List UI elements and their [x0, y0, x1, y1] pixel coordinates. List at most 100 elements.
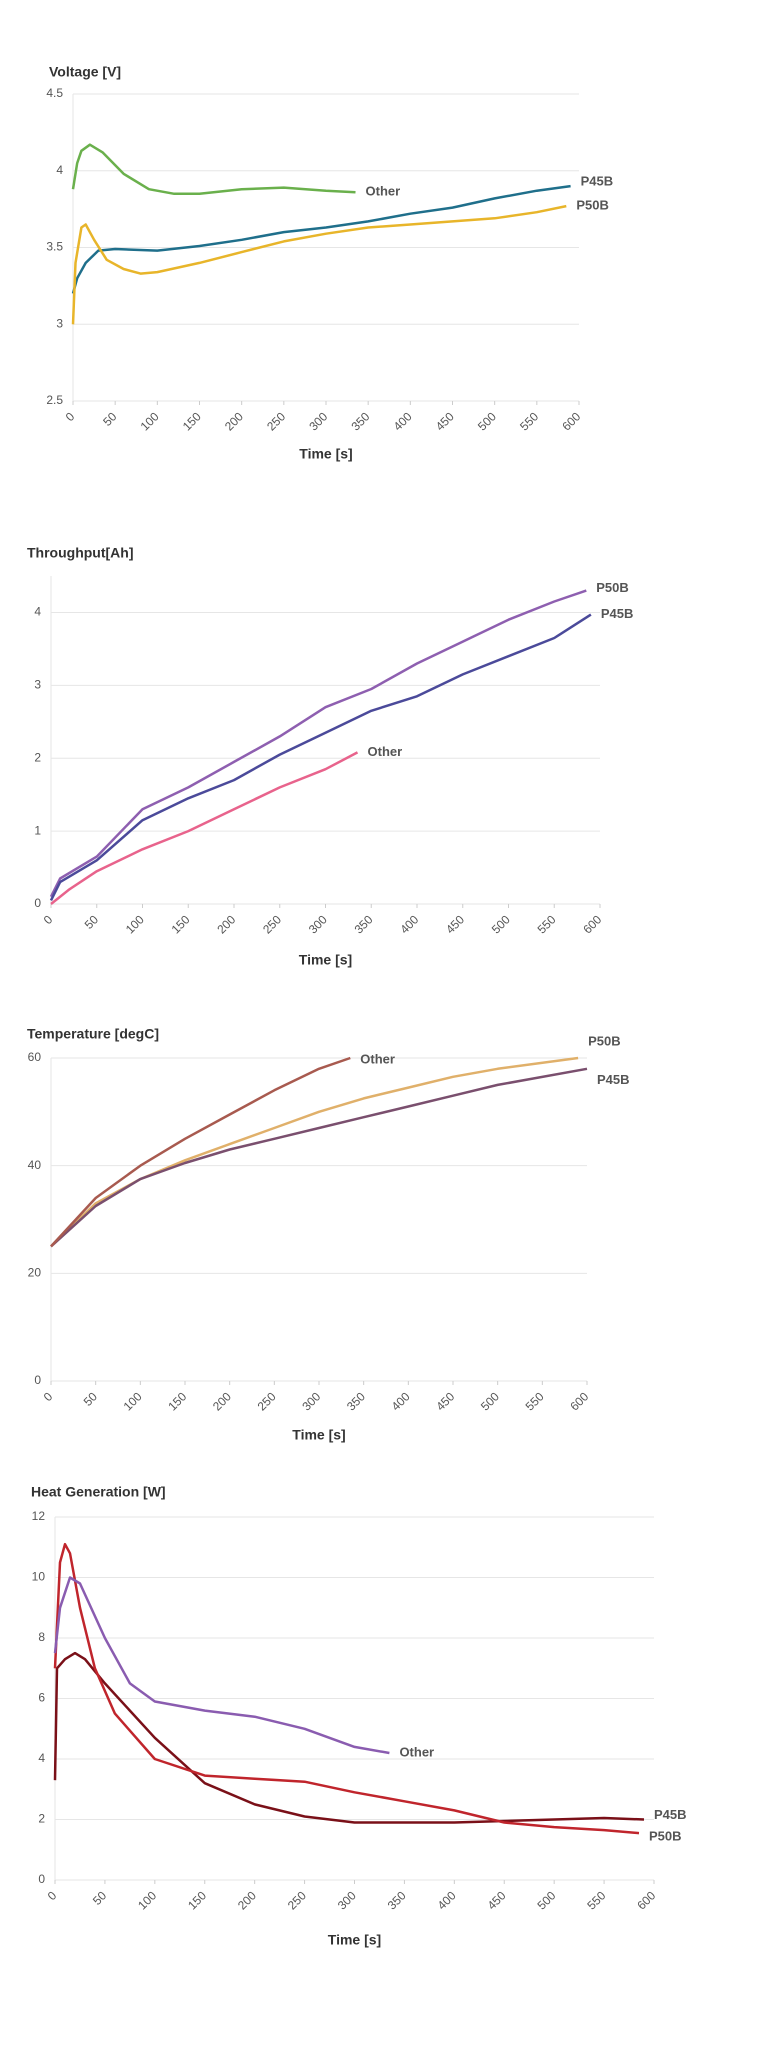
- x-tick-label: 600: [567, 1389, 591, 1413]
- x-tick-label: 50: [90, 1888, 110, 1908]
- x-tick-label: 500: [489, 912, 513, 936]
- line: [50, 1067, 588, 1248]
- x-tick-label: 500: [534, 1888, 558, 1912]
- x-tick-label: 0: [45, 1888, 60, 1903]
- series-label: P50B: [649, 1829, 682, 1844]
- x-tick-label: 450: [443, 912, 467, 936]
- x-tick-label: 50: [100, 409, 120, 429]
- y-tick-label: 0: [34, 896, 41, 910]
- chart-title: Temperature [degC]: [27, 1026, 159, 1042]
- x-tick-label: 150: [169, 912, 193, 936]
- x-tick-label: 550: [535, 912, 559, 936]
- x-axis-label: Time [s]: [328, 1932, 381, 1948]
- x-tick-label: 350: [348, 409, 372, 433]
- x-tick-label: 300: [299, 1389, 323, 1413]
- x-tick-label: 0: [63, 409, 78, 424]
- x-tick-label: 300: [306, 912, 330, 936]
- y-tick-label: 10: [32, 1570, 46, 1584]
- x-tick-label: 400: [391, 409, 415, 433]
- y-tick-label: 6: [38, 1691, 45, 1705]
- x-tick-label: 100: [121, 1389, 145, 1413]
- x-tick-label: 50: [82, 912, 102, 932]
- series-label: Other: [368, 744, 403, 759]
- line: [49, 613, 592, 901]
- y-tick-label: 4: [56, 163, 63, 177]
- y-tick-label: 60: [28, 1050, 42, 1064]
- line: [53, 1542, 640, 1835]
- x-tick-label: 400: [435, 1888, 459, 1912]
- series-label: P45B: [597, 1072, 630, 1087]
- series-label: P50B: [588, 1033, 621, 1048]
- y-tick-label: 0: [34, 1373, 41, 1387]
- x-tick-label: 100: [123, 912, 147, 936]
- x-tick-label: 450: [433, 1389, 457, 1413]
- chart-title: Voltage [V]: [49, 64, 121, 80]
- x-tick-label: 350: [352, 912, 376, 936]
- x-tick-label: 350: [385, 1888, 409, 1912]
- x-tick-label: 400: [389, 1389, 413, 1413]
- line: [53, 1576, 390, 1755]
- line: [50, 1056, 351, 1248]
- y-tick-label: 2: [38, 1812, 45, 1826]
- x-tick-label: 250: [255, 1389, 279, 1413]
- line: [71, 143, 356, 196]
- x-tick-label: 0: [41, 912, 56, 927]
- x-tick-label: 500: [478, 1389, 502, 1413]
- x-tick-label: 400: [397, 912, 421, 936]
- y-tick-label: 3: [34, 678, 41, 692]
- x-tick-label: 300: [335, 1888, 359, 1912]
- line: [50, 1056, 579, 1248]
- series-label: P45B: [654, 1807, 687, 1822]
- series-label: P45B: [601, 606, 634, 621]
- chart-title: Throughput[Ah]: [27, 545, 134, 561]
- x-tick-label: 550: [523, 1389, 547, 1413]
- series-label: P50B: [576, 197, 609, 212]
- x-axis-label: Time [s]: [299, 446, 352, 462]
- y-tick-label: 4: [34, 605, 41, 619]
- y-tick-label: 12: [32, 1509, 46, 1523]
- x-tick-label: 600: [580, 912, 604, 936]
- series-label: P45B: [581, 174, 614, 189]
- line: [71, 184, 571, 294]
- x-tick-label: 200: [210, 1389, 234, 1413]
- chart-title: Heat Generation [W]: [31, 1484, 166, 1500]
- x-tick-label: 500: [475, 409, 499, 433]
- x-tick-label: 250: [285, 1888, 309, 1912]
- line: [71, 204, 567, 325]
- x-axis-label: Time [s]: [292, 1427, 345, 1443]
- y-tick-label: 20: [28, 1266, 42, 1280]
- x-axis-label: Time [s]: [299, 952, 352, 968]
- x-tick-label: 250: [264, 409, 288, 433]
- y-tick-label: 4.5: [46, 86, 63, 100]
- x-tick-label: 550: [517, 409, 541, 433]
- line: [50, 751, 359, 905]
- x-tick-label: 450: [485, 1888, 509, 1912]
- x-tick-label: 200: [235, 1888, 259, 1912]
- x-tick-label: 100: [138, 409, 162, 433]
- y-tick-label: 1: [34, 823, 41, 837]
- line: [49, 589, 587, 898]
- line: [53, 1651, 645, 1824]
- x-tick-label: 350: [344, 1389, 368, 1413]
- series-label: Other: [366, 184, 401, 199]
- y-tick-label: 40: [28, 1158, 42, 1172]
- y-tick-label: 3.5: [46, 240, 63, 254]
- x-tick-label: 100: [135, 1888, 159, 1912]
- x-tick-label: 250: [260, 912, 284, 936]
- series-label: P50B: [596, 580, 629, 595]
- y-tick-label: 0: [38, 1872, 45, 1886]
- x-tick-label: 0: [41, 1389, 56, 1404]
- x-tick-label: 200: [222, 409, 246, 433]
- x-tick-label: 50: [81, 1389, 101, 1409]
- y-tick-label: 8: [38, 1630, 45, 1644]
- x-tick-label: 150: [180, 409, 204, 433]
- x-tick-label: 200: [214, 912, 238, 936]
- series-label: Other: [399, 1744, 434, 1759]
- x-tick-label: 150: [185, 1888, 209, 1912]
- x-tick-label: 300: [306, 409, 330, 433]
- x-tick-label: 150: [165, 1389, 189, 1413]
- y-tick-label: 3: [56, 316, 63, 330]
- y-tick-label: 2: [34, 750, 41, 764]
